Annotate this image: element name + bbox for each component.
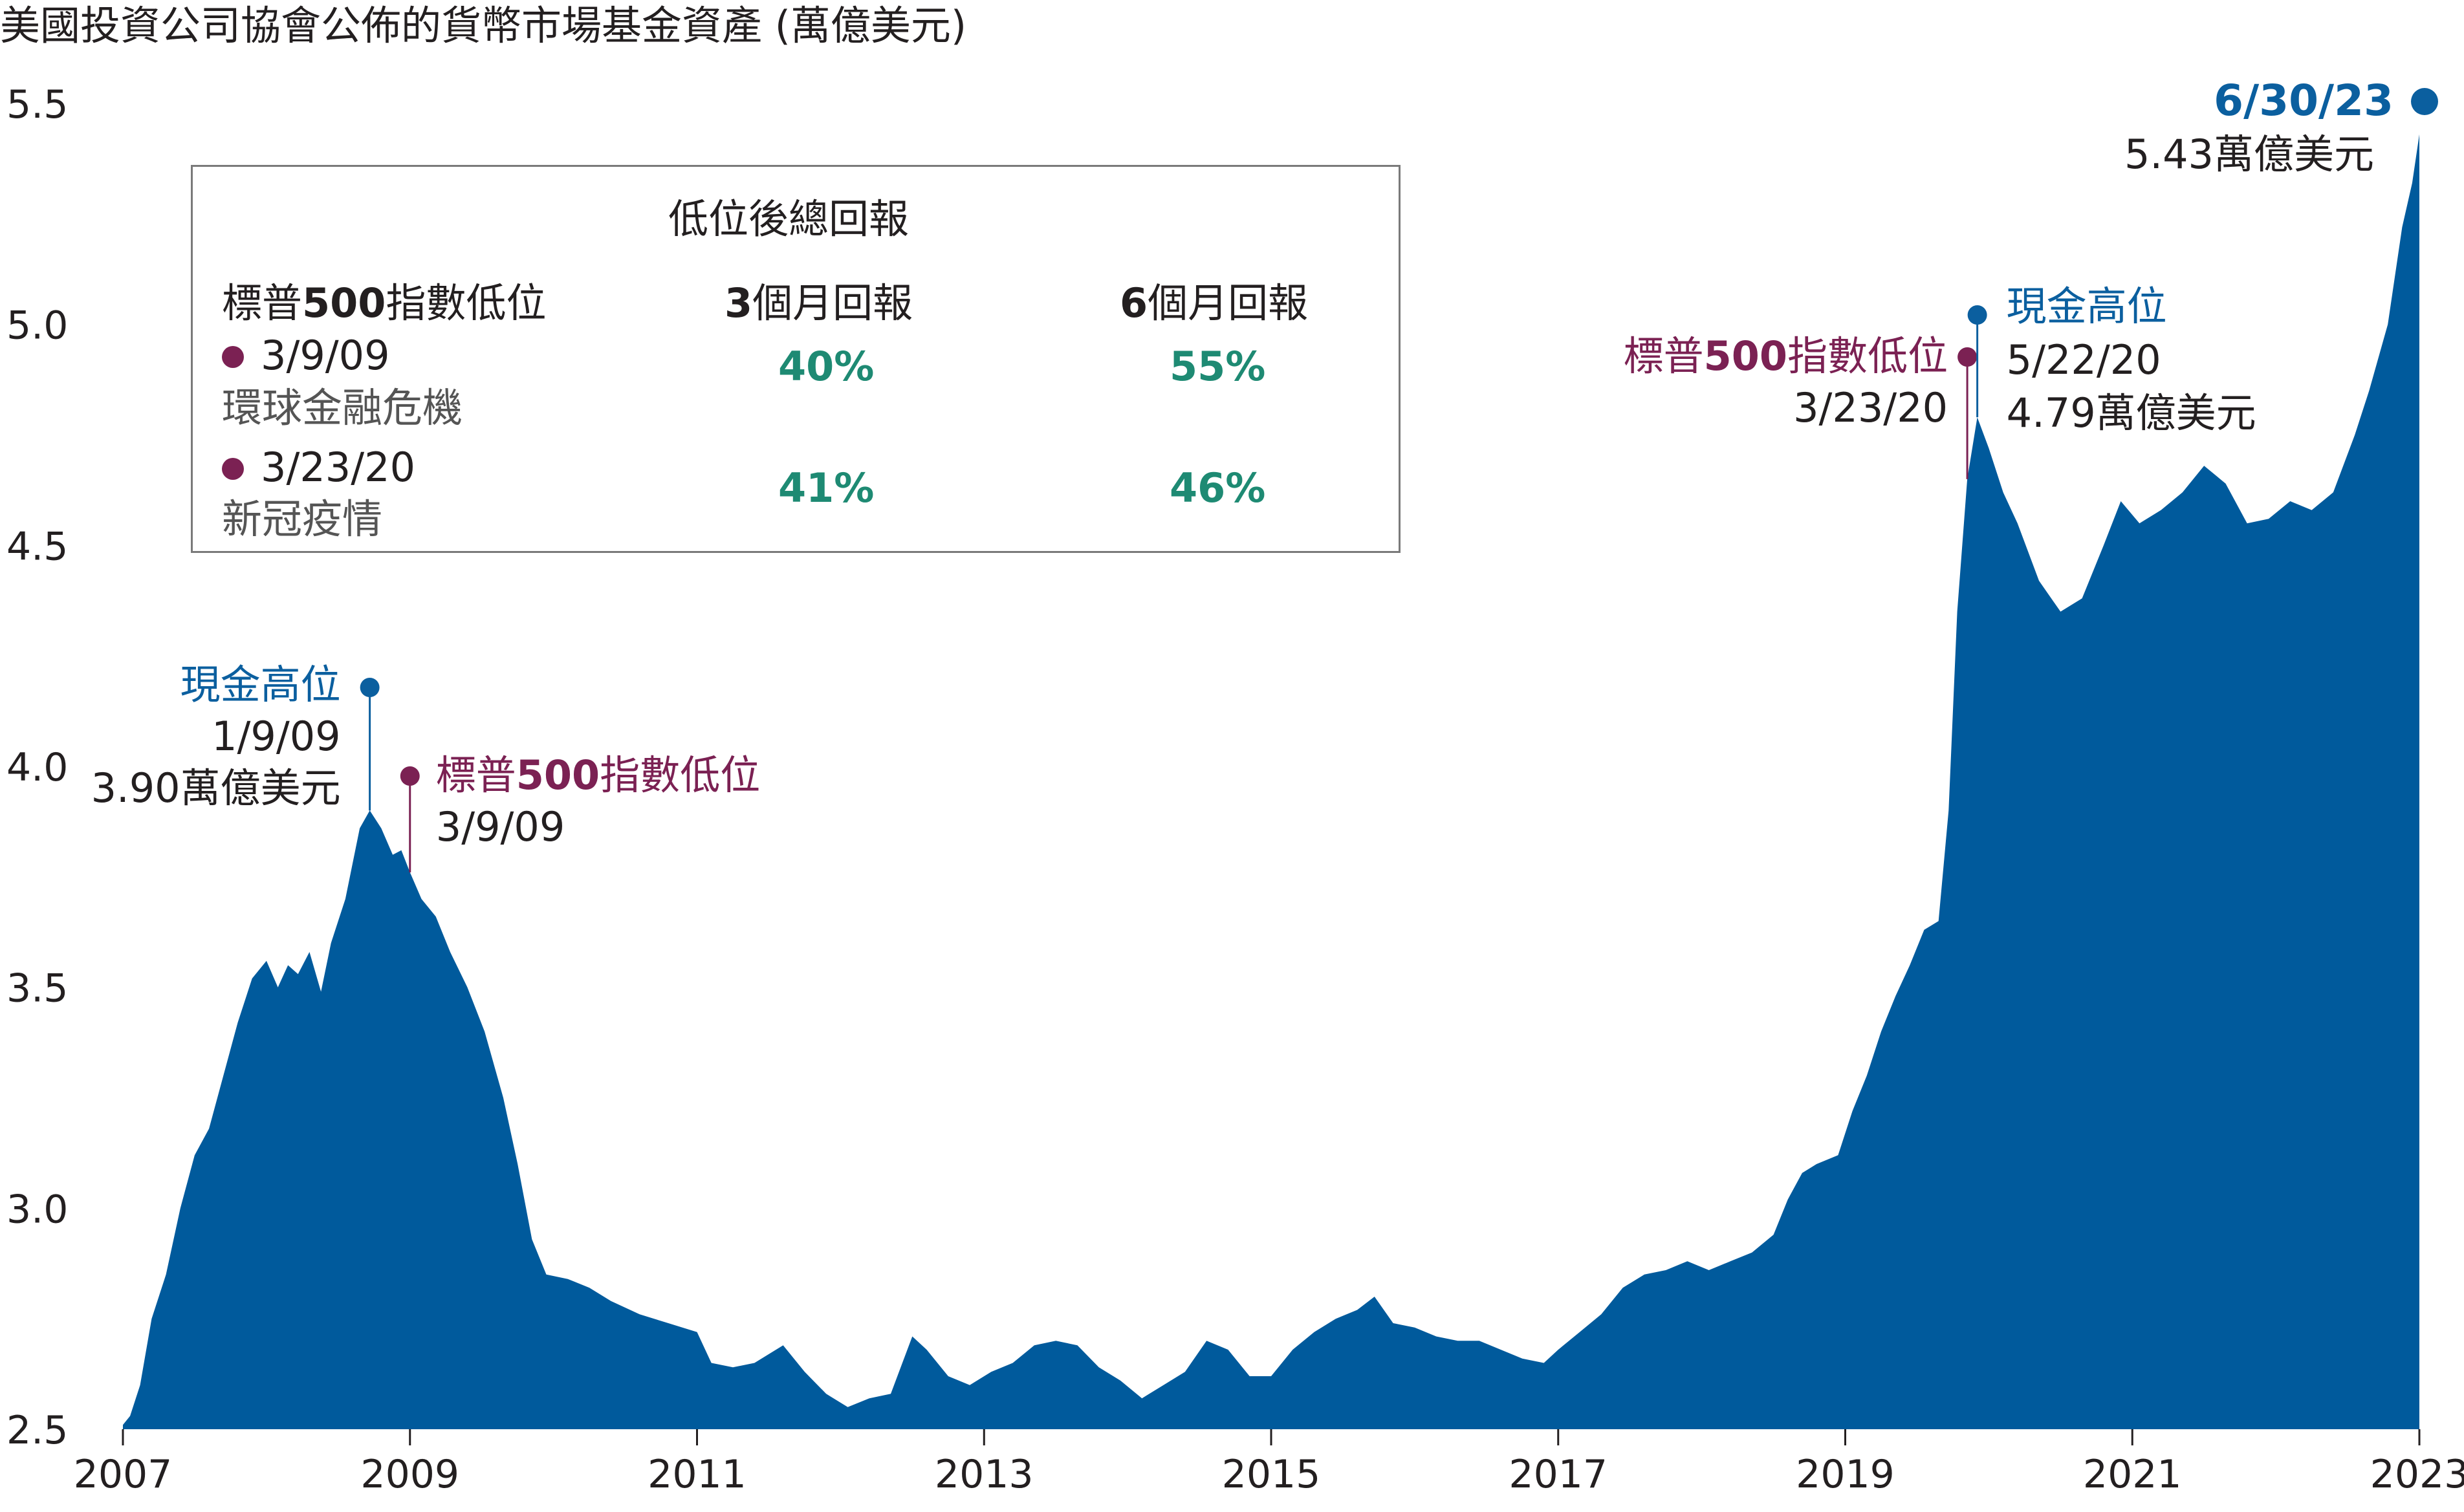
- end-date-label: 6/30/23: [2214, 76, 2393, 125]
- y-axis: 2.5 3.0 3.5 4.0 4.5 5.0 5.5: [6, 82, 68, 1453]
- y-tick-label: 4.5: [6, 524, 68, 569]
- end-value-label: 5.43萬億美元: [2124, 131, 2374, 178]
- row-event: 新冠疫情: [222, 495, 383, 543]
- annotation-marker: [400, 766, 420, 786]
- row-date: 3/23/20: [261, 444, 416, 491]
- row-marker-dot: [222, 346, 244, 368]
- annotation-marker: [1967, 305, 1987, 325]
- sp500-low-date: 3/23/20: [1793, 384, 1948, 431]
- table-title: 低位後總回報: [668, 195, 910, 243]
- cash-high-value: 4.79萬億美元: [2007, 389, 2256, 437]
- x-tick-label: 2015: [1222, 1452, 1321, 1497]
- y-tick-label: 3.5: [6, 966, 68, 1011]
- y-tick-label: 5.0: [6, 303, 68, 349]
- x-tick-label: 2019: [1796, 1452, 1895, 1497]
- x-tick-label: 2023: [2370, 1452, 2464, 1497]
- row-event: 環球金融危機: [222, 384, 463, 431]
- annotation-marker: [1957, 347, 1978, 367]
- column-header-event: 標普500指數低位: [222, 279, 547, 327]
- row-return-6m: 55%: [1170, 343, 1266, 390]
- y-tick-label: 2.5: [6, 1408, 68, 1453]
- returns-after-low-table: 低位後總回報 標普500指數低位 3個月回報 6個月回報 3/9/09 環球金融…: [191, 165, 1401, 553]
- row-return-3m: 41%: [778, 464, 875, 512]
- cash-high-date: 5/22/20: [2007, 336, 2161, 383]
- row-return-6m: 46%: [1170, 464, 1266, 512]
- column-header-6-month: 6個月回報: [1120, 279, 1309, 327]
- x-tick-label: 2009: [360, 1452, 459, 1497]
- money-market-assets-area: [123, 134, 2419, 1429]
- end-point-marker: [2411, 88, 2438, 115]
- x-tick-label: 2017: [1509, 1452, 1608, 1497]
- x-tick-label: 2011: [648, 1452, 747, 1497]
- row-return-3m: 40%: [778, 343, 875, 390]
- cash-high-label: 現金高位: [180, 661, 341, 708]
- y-tick-label: 5.5: [6, 82, 68, 127]
- sp500-low-label: 標普500指數低位: [1624, 332, 1948, 380]
- x-tick-label: 2007: [74, 1452, 173, 1497]
- column-header-3-month: 3個月回報: [725, 279, 913, 327]
- y-tick-label: 3.0: [6, 1187, 68, 1232]
- row-marker-dot: [222, 458, 244, 480]
- row-date: 3/9/09: [261, 332, 390, 379]
- annotation-marker: [360, 678, 380, 697]
- sp500-low-label: 標普500指數低位: [436, 751, 760, 799]
- y-tick-label: 4.0: [6, 745, 68, 790]
- cash-high-value: 3.90萬億美元: [91, 764, 341, 812]
- cash-high-date: 1/9/09: [212, 713, 341, 760]
- sp500-low-date: 3/9/09: [436, 803, 565, 850]
- x-tick-label: 2021: [2083, 1452, 2182, 1497]
- x-tick-label: 2013: [935, 1452, 1034, 1497]
- chart-title: 美國投資公司協會公佈的貨幣市場基金資產 (萬億美元): [0, 2, 967, 49]
- cash-high-label: 現金高位: [2007, 283, 2167, 330]
- x-axis: 2007 2009 2011 2013 2015 2017 2019 2021 2023: [74, 1429, 2464, 1497]
